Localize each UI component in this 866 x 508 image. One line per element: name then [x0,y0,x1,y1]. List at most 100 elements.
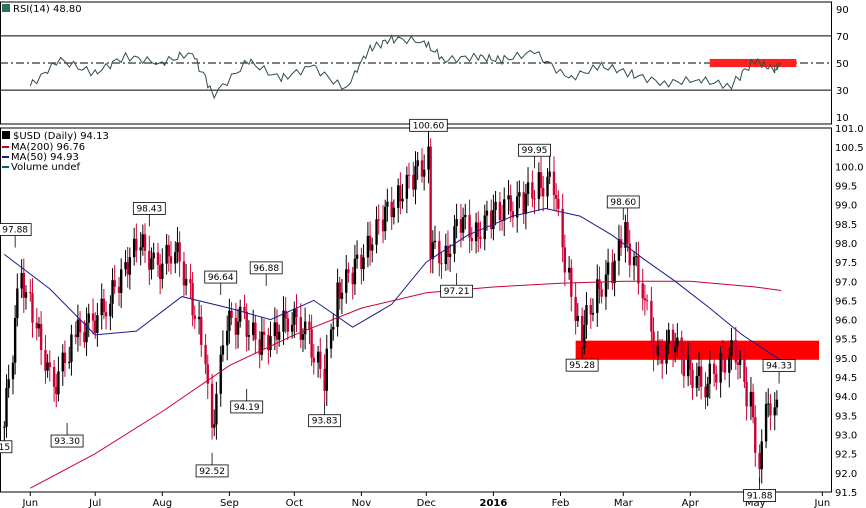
price-bar-body [468,214,471,238]
x-tick-label: Oct [286,498,303,508]
annotation-label: 99.95 [522,146,548,156]
annotation-box [518,143,551,157]
price-bar-body [29,292,32,294]
price-bar-body [769,403,772,416]
price-tick-label: 97.0 [835,277,857,288]
price-bar-body [234,317,238,335]
price-bar-body [699,366,703,387]
price-bar-body [111,280,114,304]
price-bar-body [347,269,350,273]
price-bar-body [267,334,270,351]
rsi-title-icon [2,4,10,12]
price-bar-body [386,201,389,207]
annotation-label: 15 [0,443,10,453]
price-bar-body [35,322,38,329]
price-bar-body [182,261,186,286]
price-bar-body [7,379,10,389]
price-bar-body [119,269,123,294]
price-bar-body [604,274,608,297]
ma200-line [30,280,782,489]
price-bar-body [206,364,209,384]
price-bar-body [637,256,640,284]
price-title: $USD (Daily) 94.13 [13,131,109,142]
annotation-label: 92.52 [199,467,225,477]
price-bar-body [290,324,294,332]
annotation-box [308,414,342,428]
annotation-label: 93.30 [54,437,80,447]
annotation-label: 98.60 [610,198,636,208]
price-bar-body [336,282,339,327]
price-bar-body [169,256,173,264]
price-bar-body [438,240,441,264]
price-bar-body [708,363,712,384]
legend-label: Volume undef [11,162,81,173]
annotation-label: 95.28 [569,361,595,371]
price-bar-body [239,306,242,322]
price-bar-body [174,252,177,264]
annotation-label: 97.21 [444,287,470,297]
price-bar-body [518,192,521,197]
price-bar-body [557,198,560,209]
price-bar-body [715,373,718,383]
price-tick-label: 98.0 [835,239,857,250]
price-bar-body [366,235,370,258]
price-bar-body [167,244,170,257]
price-bar-body [57,371,60,395]
price-bar-body [189,279,192,284]
price-bar-body [230,310,233,318]
price-bar-body [176,242,179,253]
price-bar-body [477,222,480,237]
price-bar-body [353,258,357,285]
price-bar-body [455,219,458,227]
rsi-tick-label: 50 [836,59,849,70]
price-bar-body [141,234,145,248]
price-bar-body [329,329,333,349]
price-bar-body [507,195,510,200]
price-bar-body [46,362,49,371]
price-bar-body [479,236,482,240]
price-bar-body [295,308,298,318]
price-tick-label: 93.0 [835,431,857,442]
price-bar-body [619,239,623,248]
price-bar-body [85,322,88,343]
price-bar-body [381,219,385,232]
x-tick-label: Apr [682,498,700,508]
price-bar-body [178,242,181,262]
annotation-label: 94.33 [766,362,792,372]
price-bar-body [461,217,465,233]
price-bar-body [498,201,502,221]
price-bar-body [665,344,668,364]
x-tick-label: Aug [153,498,173,508]
price-bar-body [552,171,556,196]
price-tick-label: 100.5 [835,143,864,154]
price-bar-body [516,196,519,218]
price-bar-body [399,185,402,202]
price-bar-body [368,235,372,251]
x-tick-label: Dec [417,498,436,508]
x-tick-label: Sep [220,498,239,508]
annotation-box [565,358,599,372]
price-bar-body [76,319,80,338]
price-bar-body [360,254,363,270]
price-bar-body [22,273,26,298]
price-bar-body [52,366,56,387]
price-bar-body [706,383,709,398]
price-bar-body [591,312,595,315]
price-bar-body [351,272,354,285]
price-bar-body [736,362,740,365]
price-bar-body [537,172,541,200]
price-bar-body [117,286,121,294]
price-bar-body [758,452,761,470]
price-bar-body [312,357,315,363]
annotation-box [195,464,229,478]
annotation-box [204,270,238,284]
price-tick-label: 94.0 [835,392,857,403]
price-bar-body [132,238,136,258]
price-bar-body [213,424,216,428]
price-bar-body [632,256,636,266]
price-bar-body [377,219,380,221]
price-bar-body [94,320,97,333]
price-tick-label: 96.5 [835,296,857,307]
price-bar-body [412,174,415,190]
price-bar-body [251,322,255,336]
